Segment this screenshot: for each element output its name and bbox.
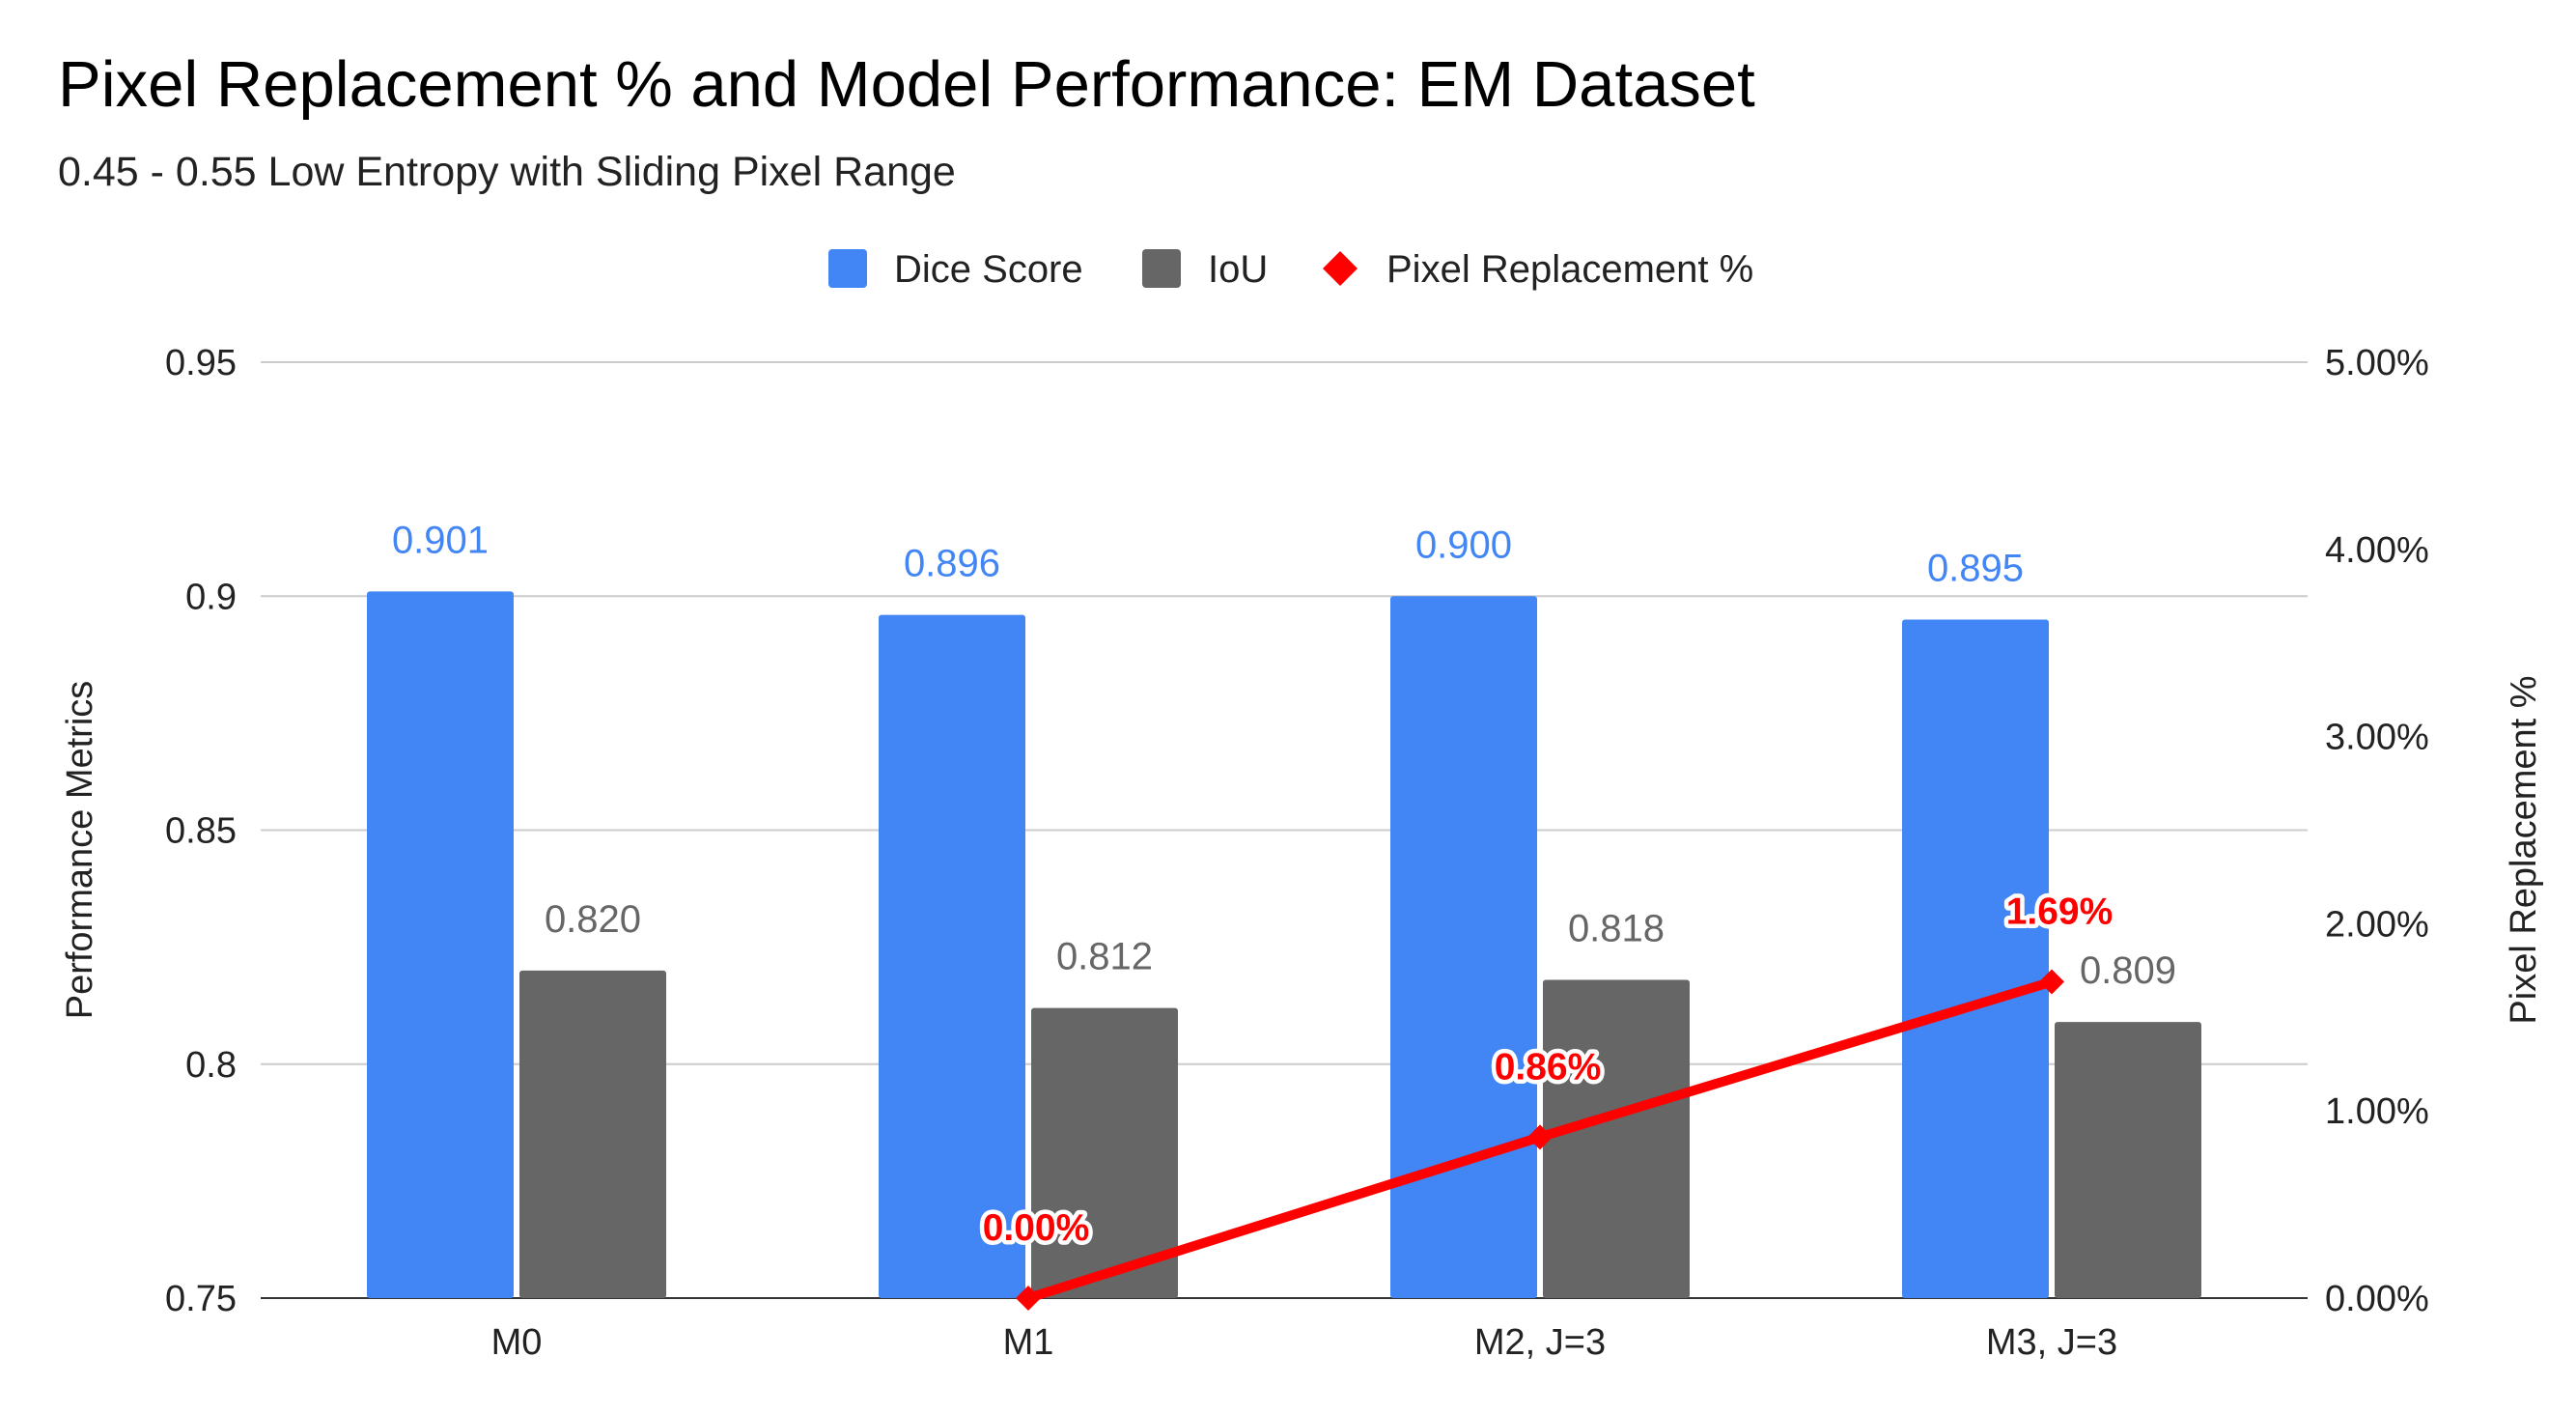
y-tick-label-left: 0.95 [165,343,237,383]
dice-score-label: 0.896 [904,543,1000,585]
y-tick-label-left: 0.85 [165,811,237,852]
iou-bar [519,970,666,1298]
x-tick-label: M1 [1003,1322,1054,1363]
legend-dice-label: Dice Score [894,248,1083,291]
chart-subtitle: 0.45 - 0.55 Low Entropy with Sliding Pix… [58,149,956,195]
y-tick-label-left: 0.75 [165,1279,237,1319]
bars [367,591,2201,1298]
legend-iou-label: IoU [1208,248,1268,291]
y-tick-label-right: 0.00% [2325,1279,2429,1319]
legend-pixel-replacement-label: Pixel Replacement % [1386,248,1753,291]
dice-score-label: 0.901 [392,519,489,561]
dice-score-bar [1390,596,1537,1298]
dice-score-label: 0.900 [1415,523,1512,566]
pixel-replacement-label: 0.00% [983,1207,1090,1249]
pixel-replacement-point [2039,969,2064,995]
legend: Dice Score IoU Pixel Replacement % [828,248,1753,291]
y-tick-label-right: 4.00% [2325,530,2429,571]
y-axis-title-right: Pixel Replacement % [2504,675,2544,1024]
iou-label: 0.812 [1056,936,1153,978]
pixel-replacement-point [1016,1286,1041,1311]
legend-iou-swatch [1142,249,1181,288]
data-labels: 0.901 0.820 0.896 0.812 0.900 0.818 0.895 0.809… [392,519,2176,1253]
y-tick-label-right: 2.00% [2325,904,2429,945]
y-tick-label-right: 5.00% [2325,343,2429,383]
dice-score-label: 0.895 [1927,547,2024,589]
pixel-replacement-label: 0.86% [1495,1046,1602,1088]
pixel-replacement-line-group [1016,969,2064,1311]
y-axis-title-left: Performance Metrics [60,681,100,1020]
pixel-replacement-point [1527,1124,1553,1150]
iou-bar [2055,1022,2201,1298]
dice-score-bar [1902,619,2049,1298]
y-tick-label-right: 3.00% [2325,718,2429,758]
iou-bar [1543,979,1690,1298]
dice-score-bar [879,614,1025,1298]
y-tick-label-left: 0.9 [185,577,237,617]
x-tick-label: M0 [491,1322,543,1363]
y-tick-label-left: 0.8 [185,1045,237,1086]
legend-dice-swatch [828,249,867,288]
legend-pixel-replacement-swatch [1323,251,1358,286]
x-tick-label: M3, J=3 [1986,1322,2117,1363]
iou-label: 0.818 [1568,908,1665,950]
axes: 0.75 0.8 0.85 0.9 0.95 0.00% 1.00% 2.00% 3.00% 4.… [60,343,2544,1363]
dice-score-bar [367,591,514,1298]
y-tick-label-right: 1.00% [2325,1091,2429,1132]
chart-title: Pixel Replacement % and Model Performanc… [58,48,1755,121]
iou-bar [1031,1007,1178,1298]
iou-label: 0.809 [2080,949,2176,992]
x-tick-label: M2, J=3 [1474,1322,1606,1363]
iou-label: 0.820 [545,898,641,941]
pixel-replacement-label: 1.69% [2006,891,2114,932]
